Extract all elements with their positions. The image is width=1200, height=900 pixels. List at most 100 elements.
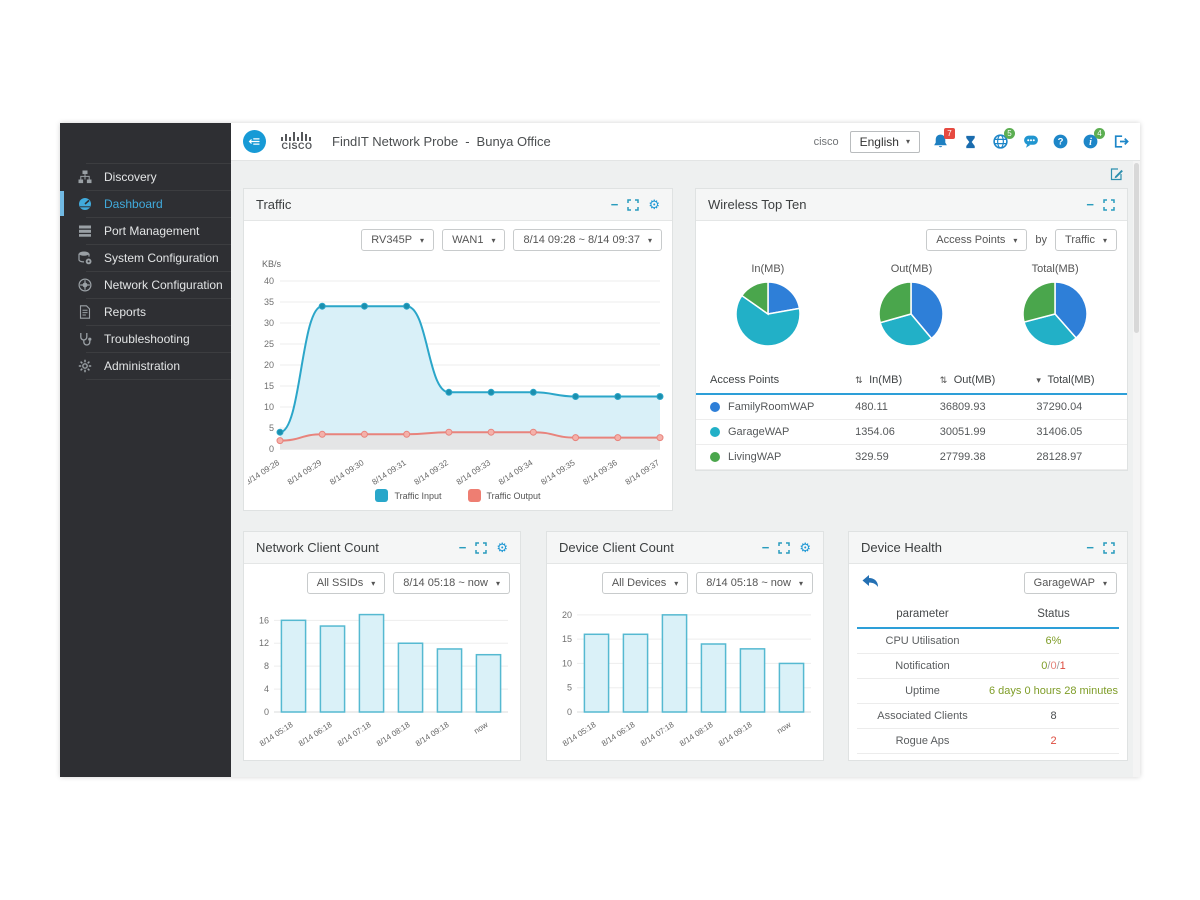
sidebar-item-network-configuration[interactable]: Network Configuration: [60, 271, 231, 298]
svg-text:8/14 09:18: 8/14 09:18: [717, 720, 754, 748]
svg-text:8/14 09:37: 8/14 09:37: [624, 458, 662, 487]
svg-text:40: 40: [264, 276, 274, 286]
svg-text:8/14 09:31: 8/14 09:31: [370, 458, 408, 487]
dh-panel-body: GarageWAP ▾ parameter Status CPU Utilisat…: [849, 564, 1127, 760]
expand-button[interactable]: [778, 541, 791, 554]
svg-text:8/14 09:33: 8/14 09:33: [455, 458, 493, 487]
sidebar-item-troubleshooting[interactable]: Troubleshooting: [60, 325, 231, 352]
sidebar-item-administration[interactable]: Administration: [60, 352, 231, 379]
pie-charts-row: In(MB) Out(MB) Total(MB): [696, 263, 1127, 348]
svg-text:16: 16: [259, 615, 269, 625]
app-name: FindIT Network Probe: [332, 134, 459, 149]
database-gear-icon: [77, 250, 93, 266]
svg-text:20: 20: [264, 360, 274, 370]
chevron-down-icon: ▾: [495, 578, 500, 588]
table-row[interactable]: FamilyRoomWAP 480.11 36809.93 37290.04: [696, 395, 1127, 420]
out-mb-value: 30051.99: [939, 426, 986, 438]
dcc-filters: All Devices ▾ 8/14 05:18 ~ now ▾: [601, 572, 813, 594]
interface-select[interactable]: WAN1 ▾: [442, 229, 506, 251]
wireless-column-header[interactable]: ⇅ In(MB): [855, 374, 903, 386]
minimize-button[interactable]: −: [1086, 540, 1094, 555]
info-badge: 4: [1094, 128, 1105, 139]
scrollbar-thumb[interactable]: [1134, 163, 1139, 333]
about-button[interactable]: i 4: [1081, 128, 1105, 151]
settings-button[interactable]: ⚙: [648, 197, 660, 212]
scrollbar[interactable]: [1133, 161, 1140, 777]
svg-text:10: 10: [562, 658, 572, 668]
sidebar-item-dashboard[interactable]: Dashboard: [60, 190, 231, 217]
globe-icon: [993, 134, 1008, 149]
in-pie-chart: [735, 281, 801, 347]
ncc-panel-body: All SSIDs ▾ 8/14 05:18 ~ now ▾ 0 4 8 12 16 8/14…: [244, 564, 520, 760]
edit-dashboard-button[interactable]: [1110, 167, 1124, 186]
device-select[interactable]: GarageWAP ▾: [1023, 572, 1117, 594]
sidebar-item-reports[interactable]: Reports: [60, 298, 231, 325]
sidebar-item-discovery[interactable]: Discovery: [60, 163, 231, 190]
series-color-dot: [710, 427, 720, 437]
svg-text:30: 30: [264, 318, 274, 328]
globe-badge: 5: [1004, 128, 1015, 139]
notifications-button[interactable]: 7: [931, 128, 955, 151]
sidebar-item-label: Port Management: [104, 223, 200, 238]
wireless-column-header[interactable]: ⇅ Out(MB): [939, 374, 996, 386]
sidebar-item-port-management[interactable]: Port Management: [60, 217, 231, 244]
expand-button[interactable]: [627, 198, 640, 211]
page-title: FindIT Network Probe - Bunya Office: [332, 134, 551, 149]
panel-actions: − ⚙: [459, 541, 508, 554]
svg-text:8/14 05:18: 8/14 05:18: [561, 720, 598, 748]
language-select[interactable]: English ▾: [849, 130, 920, 153]
logout-button[interactable]: [1111, 132, 1130, 151]
pending-activity-button[interactable]: [961, 132, 980, 151]
minimize-button[interactable]: −: [761, 540, 770, 555]
svg-text:8/14 06:18: 8/14 06:18: [297, 720, 334, 748]
svg-text:now: now: [472, 720, 489, 736]
device-select[interactable]: All Devices ▾: [601, 572, 689, 594]
expand-button[interactable]: [1103, 198, 1115, 211]
ssid-select[interactable]: All SSIDs ▾: [306, 572, 386, 594]
time-range-select[interactable]: 8/14 05:18 ~ now ▾: [696, 572, 813, 594]
pie-total: Total(MB): [984, 263, 1126, 348]
settings-button[interactable]: ⚙: [496, 540, 508, 555]
chevron-down-icon: ▾: [1013, 235, 1018, 245]
dh-panel-header: Device Health −: [849, 532, 1127, 564]
back-button[interactable]: [861, 574, 880, 595]
feedback-button[interactable]: [1021, 132, 1040, 151]
sidebar-item-system-configuration[interactable]: System Configuration: [60, 244, 231, 271]
minimize-button[interactable]: −: [610, 197, 619, 212]
device-health-panel: Device Health −: [848, 531, 1128, 761]
health-status: 2: [1050, 735, 1057, 747]
minimize-button[interactable]: −: [458, 540, 467, 555]
network-status-button[interactable]: 5: [991, 128, 1015, 151]
column-header: Status: [1037, 608, 1070, 620]
svg-text:0: 0: [269, 444, 274, 454]
group-select[interactable]: Access Points ▾: [926, 229, 1028, 251]
svg-text:8/14 09:18: 8/14 09:18: [414, 720, 451, 748]
svg-text:?: ?: [1058, 137, 1064, 148]
metric-select[interactable]: Traffic ▾: [1055, 229, 1117, 251]
svg-text:8: 8: [264, 661, 269, 671]
settings-button[interactable]: ⚙: [799, 540, 811, 555]
svg-text:8/14 09:32: 8/14 09:32: [413, 458, 451, 487]
device-select[interactable]: RV345P ▾: [361, 229, 435, 251]
wireless-column-header[interactable]: ▾ Total(MB): [1036, 374, 1095, 386]
expand-button[interactable]: [1103, 541, 1115, 554]
time-range-select[interactable]: 8/14 09:28 ~ 8/14 09:37 ▾: [513, 229, 662, 251]
help-button[interactable]: ?: [1051, 132, 1070, 151]
total-mb-value: 37290.04: [1036, 401, 1083, 413]
panel-title: Wireless Top Ten: [708, 197, 807, 212]
sidebar-collapse-button[interactable]: [243, 130, 266, 153]
expand-button[interactable]: [475, 541, 488, 554]
pie-in: In(MB): [697, 263, 839, 348]
traffic-panel: Traffic − ⚙ RV345P ▾: [243, 188, 673, 511]
wireless-column-header: Access Points: [710, 374, 780, 386]
minimize-button[interactable]: −: [1086, 197, 1094, 212]
gear-icon: [77, 358, 93, 374]
chevron-down-icon: ▾: [371, 578, 376, 588]
table-row[interactable]: GarageWAP 1354.06 30051.99 31406.05: [696, 420, 1127, 445]
time-range-select[interactable]: 8/14 05:18 ~ now ▾: [393, 572, 510, 594]
table-row[interactable]: LivingWAP 329.59 27799.38 28128.97: [696, 445, 1127, 470]
dh-filters: GarageWAP ▾: [1023, 572, 1117, 594]
y-axis-label: KB/s: [262, 259, 282, 269]
